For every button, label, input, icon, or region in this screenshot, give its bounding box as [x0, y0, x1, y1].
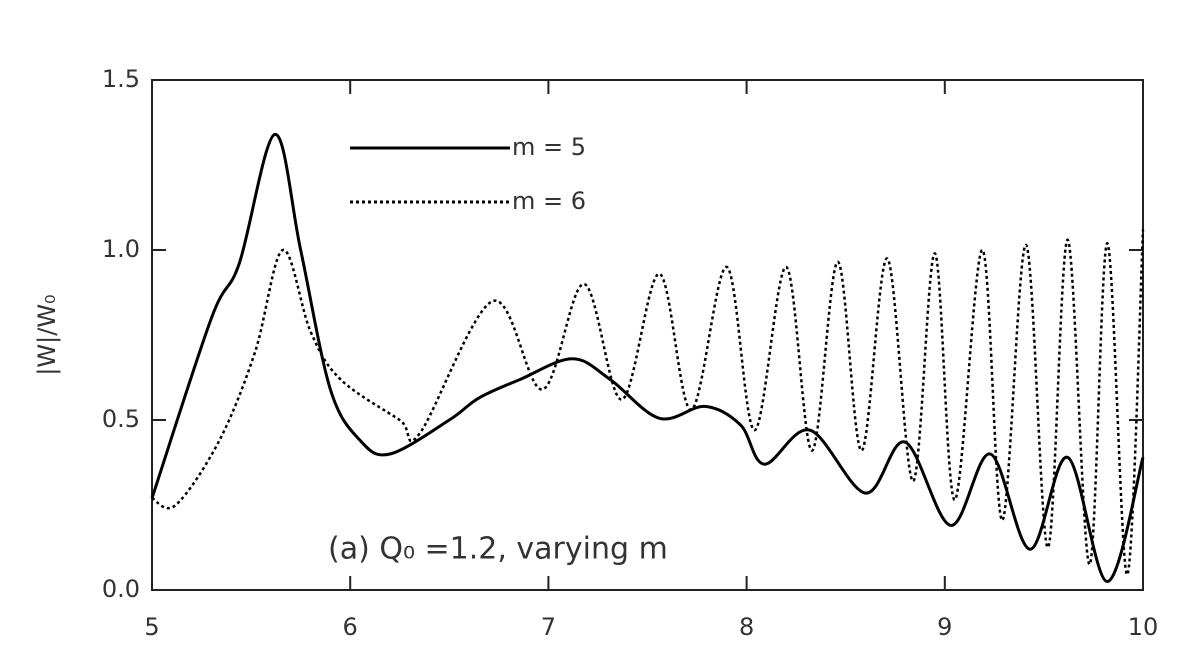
- x-tick-label: 9: [937, 613, 952, 641]
- x-tick-label: 10: [1128, 613, 1159, 641]
- x-tick-label: 7: [541, 613, 556, 641]
- x-tick-label: 8: [739, 613, 754, 641]
- x-tick-label: 6: [343, 613, 358, 641]
- annotation: (a) Q₀ =1.2, varying m: [328, 532, 668, 567]
- series-line: [150, 132, 1145, 584]
- y-tick-label: 0.5: [102, 405, 140, 433]
- y-tick-label: 1.5: [102, 65, 140, 93]
- x-tick-label: 5: [144, 613, 159, 641]
- legend-label: m = 5: [512, 133, 586, 161]
- legend-label: m = 6: [512, 187, 586, 215]
- y-tick-label: 1.0: [102, 235, 140, 263]
- y-axis-label: |W|/W₀: [33, 294, 61, 375]
- series-line: [151, 229, 1145, 576]
- y-tick-label: 0.0: [102, 575, 140, 603]
- plot-frame: [151, 79, 1144, 591]
